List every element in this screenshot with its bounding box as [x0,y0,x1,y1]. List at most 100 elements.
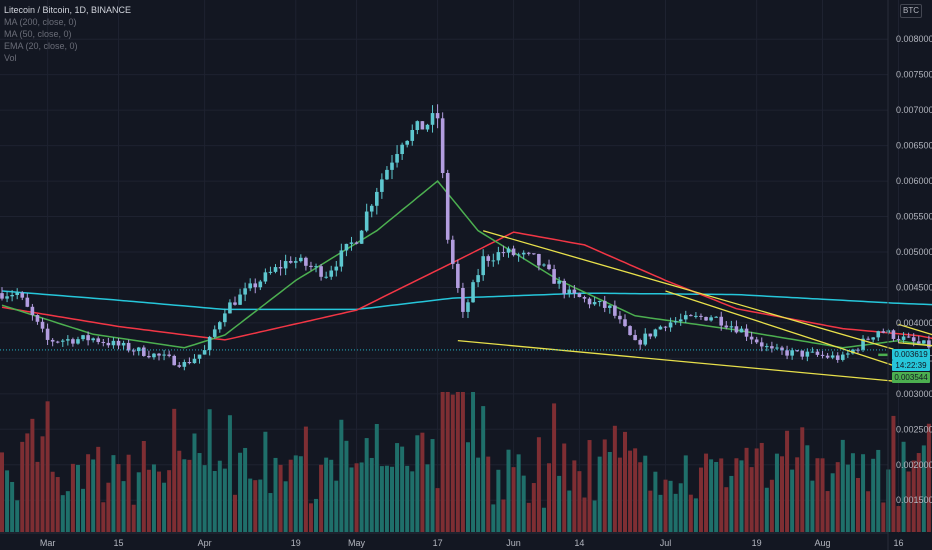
volume-bar [253,480,258,532]
volume-bar [344,440,349,532]
candle-body [815,351,820,355]
volume-bar [86,454,91,532]
volume-bar [876,449,881,532]
candle-body [663,326,668,328]
candle-body [228,302,232,314]
candle-body [532,253,536,255]
candle-body [628,326,632,336]
volume-bar [400,446,405,532]
volume-bar [151,464,156,532]
candle-body [785,350,789,356]
candle-body [613,305,617,316]
volume-bar [683,455,688,532]
volume-bar [278,464,283,532]
candle-body [749,336,754,340]
candle-body [795,350,800,352]
candle-body [699,315,703,317]
volume-bar [536,437,541,532]
volume-bar [303,426,308,532]
candle-body [30,306,35,316]
volume-bar [785,430,790,532]
volume-bar [445,392,450,532]
volume-bar [136,472,141,532]
volume-bar [40,436,45,532]
candle-body [445,173,450,240]
volume-bar [369,457,374,532]
candle-body [780,347,784,351]
volume-bar [633,448,638,532]
candle-body [552,269,556,284]
volume-bar [835,462,840,532]
volume-bar [283,481,288,532]
candle-body [582,297,587,299]
candle-body [435,113,440,119]
candle-body [871,337,875,340]
currency-badge[interactable]: BTC [900,4,922,18]
indicator-ema20[interactable]: EMA (20, close, 0) [4,41,78,51]
candle-body [0,293,4,299]
volume-bar [764,487,769,532]
candle-body [911,337,916,342]
volume-bar [60,495,65,532]
candle-body [461,287,465,312]
time-axis-label: May [348,538,366,548]
candle-body [319,266,323,277]
candle-body [395,154,399,163]
candle-body [126,342,131,351]
volume-bar [668,480,673,532]
time-axis-label: 19 [291,538,301,548]
volume-bar [749,467,754,532]
volume-bar [465,442,470,532]
volume-bar [364,438,369,532]
volume-bar [268,493,273,532]
candle-body [456,263,460,288]
candle-body [927,340,931,348]
candle-body [602,300,607,308]
candle-body [719,316,724,326]
volume-bar [901,441,906,532]
candle-body [106,342,111,346]
candle-body [683,315,688,320]
volume-bar [617,457,622,532]
candle-body [101,341,106,343]
volume-bar [359,462,364,532]
candlesticks [0,104,931,371]
candle-body [243,288,247,295]
candle-body [76,339,80,344]
volume-bar [263,431,268,532]
candle-body [481,256,485,276]
candle-body [354,242,359,244]
volume-bar [622,431,627,532]
volume-bar [202,465,207,532]
candle-body [96,338,101,342]
time-axis-label: 15 [113,538,123,548]
candle-body [572,289,577,294]
candle-body [197,354,202,359]
volume-bar [10,481,15,532]
candle-body [501,252,506,254]
candle-body [121,342,126,346]
trendline-5 [898,342,932,347]
volume-bar [693,498,698,532]
time-axis-label: Jun [506,538,521,548]
candle-body [162,354,166,356]
candle-body [653,329,658,337]
candle-body [476,275,480,283]
volume-bar [157,471,162,532]
volume-bar [425,464,430,532]
candle-body [765,346,769,348]
indicator-ma200[interactable]: MA (200, close, 0) [4,17,77,27]
volume-bar [820,458,825,532]
volume-bar [116,464,121,532]
candle-body [217,322,222,330]
volume-bar [911,460,916,532]
candle-body [15,292,19,296]
indicator-volume[interactable]: Vol [4,53,17,63]
volume-bar [227,415,232,532]
candle-body [293,261,298,263]
time-axis-label: Apr [198,538,212,548]
volume-bar [435,488,440,532]
indicator-ma50[interactable]: MA (50, close, 0) [4,29,72,39]
volume-bar [709,459,714,532]
